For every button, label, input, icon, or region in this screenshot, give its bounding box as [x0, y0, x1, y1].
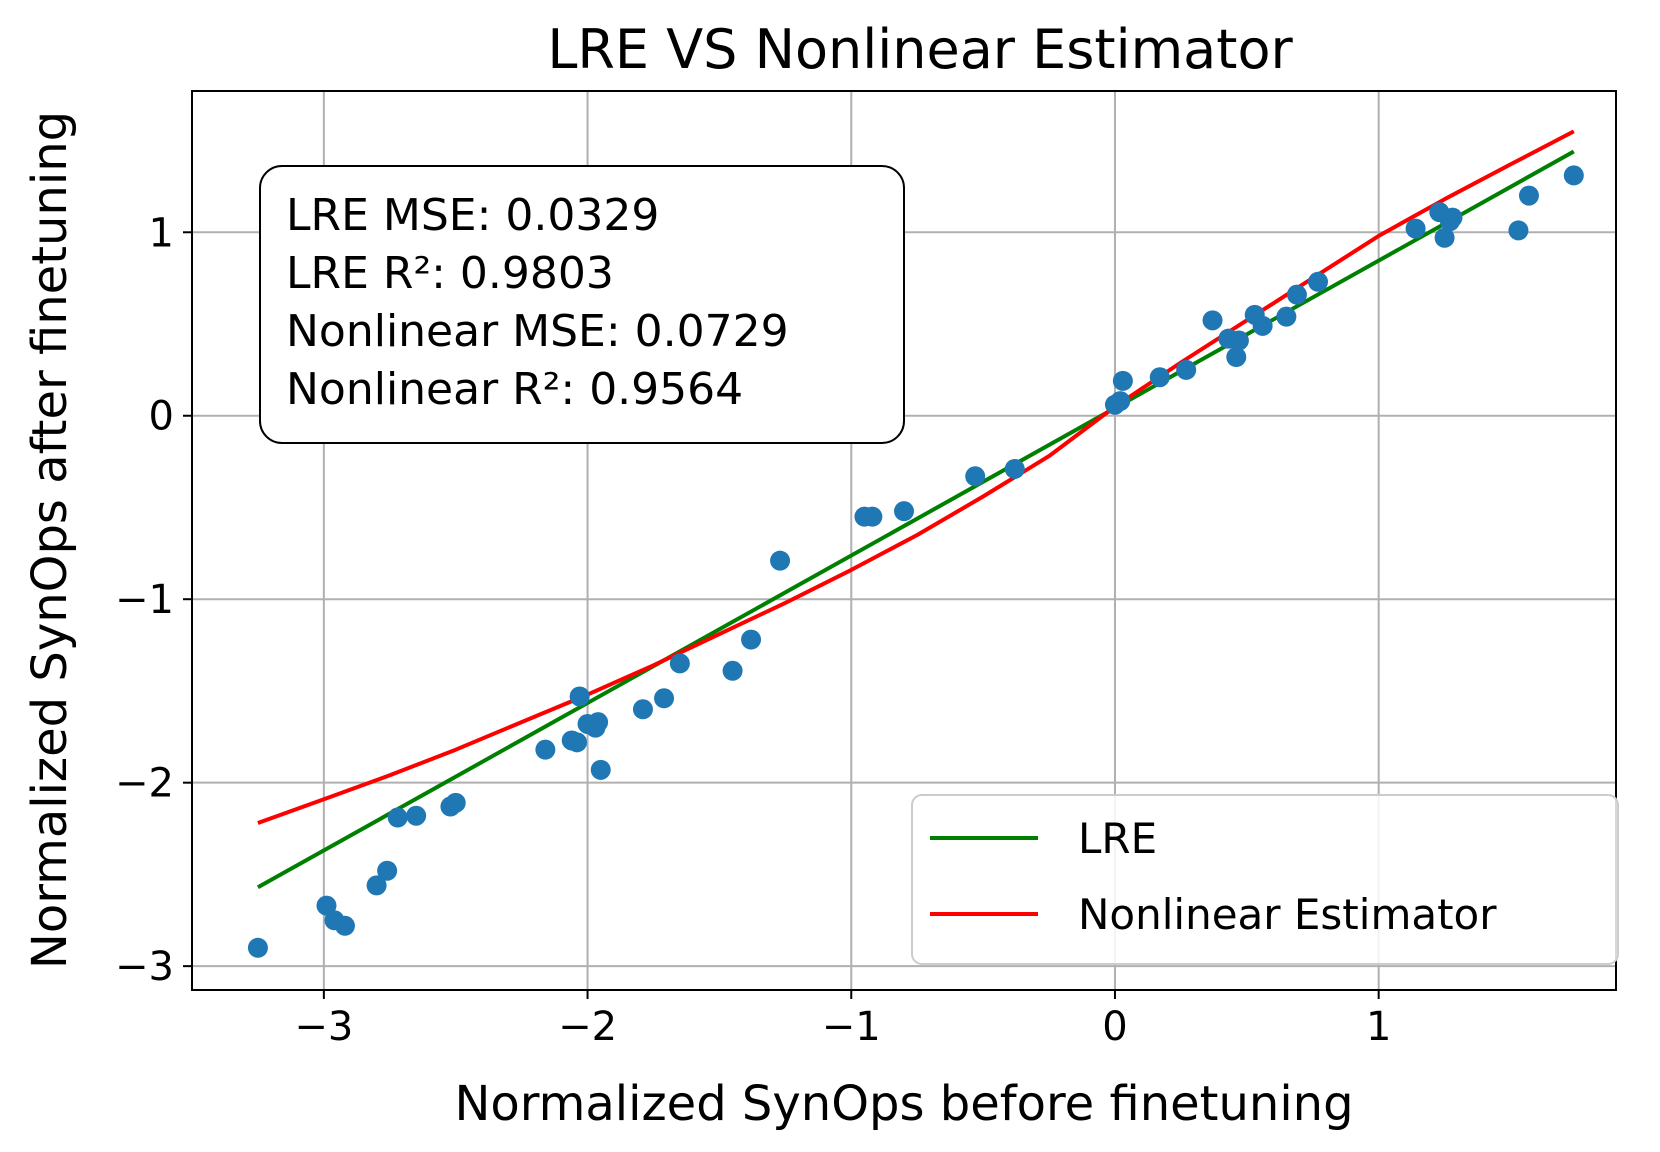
stats-box-frame	[259, 165, 905, 444]
scatter-point	[1434, 227, 1455, 248]
scatter-point	[1563, 165, 1584, 186]
scatter-point	[654, 688, 675, 709]
scatter-point	[1252, 315, 1273, 336]
scatter-point	[894, 501, 914, 522]
legend: LRE Nonlinear Estimator	[911, 794, 1619, 965]
scatter-point	[377, 860, 398, 881]
scatter-point	[406, 805, 427, 826]
scatter-point	[567, 732, 588, 753]
scatter-point	[247, 937, 268, 958]
x-tick-label: 1	[1366, 1004, 1391, 1050]
scatter-point	[535, 739, 556, 760]
scatter-point	[1228, 330, 1249, 351]
scatter-point	[770, 550, 791, 571]
scatter-point	[590, 759, 611, 780]
scatter-point	[632, 699, 653, 720]
series-line-lre	[256, 149, 1575, 890]
scatter-point	[1286, 284, 1307, 305]
scatter-point	[722, 660, 743, 681]
scatter-point	[1405, 218, 1426, 239]
y-tick-label: −1	[115, 577, 174, 623]
stats-nonlinear-mse: Nonlinear MSE: 0.0729	[286, 306, 789, 357]
scatter-point	[569, 686, 590, 707]
scatter-point	[862, 506, 883, 527]
x-tick-label: −1	[822, 1004, 881, 1050]
plot-frame	[191, 90, 1617, 991]
scatter-point	[1276, 306, 1297, 327]
y-tick-label: 1	[149, 210, 174, 256]
scatter-point	[1176, 359, 1197, 380]
series-lines	[256, 129, 1575, 890]
x-tick-label: −2	[558, 1004, 617, 1050]
scatter-point	[588, 712, 609, 733]
y-tick-label: −2	[115, 761, 174, 807]
y-tick-label: −3	[115, 944, 174, 990]
scatter-point	[965, 466, 986, 487]
scatter-point	[1308, 271, 1329, 292]
series-line-nonlinear-estimator	[257, 129, 1575, 825]
scatter-point	[1226, 347, 1247, 368]
y-tick-label: 0	[149, 394, 174, 440]
legend-label-nonlinear: Nonlinear Estimator	[1078, 890, 1497, 939]
scatter-point	[1112, 370, 1133, 391]
stats-nonlinear-r2: Nonlinear R²: 0.9564	[286, 364, 743, 415]
stats-lre-mse: LRE MSE: 0.0329	[286, 190, 659, 241]
scatter-point	[1518, 185, 1539, 206]
x-tick-label: −3	[294, 1004, 353, 1050]
scatter-points	[247, 165, 1584, 958]
x-tick-label: 0	[1102, 1004, 1127, 1050]
legend-frame	[911, 794, 1619, 965]
x-axis-label: Normalized SynOps before finetuning	[454, 1076, 1353, 1132]
scatter-point	[1202, 310, 1223, 331]
scatter-point	[316, 895, 337, 916]
legend-label-lre: LRE	[1078, 814, 1157, 863]
scatter-point	[387, 807, 408, 828]
scatter-point	[1149, 367, 1170, 388]
y-axis-label: Normalized SynOps after finetuning	[22, 111, 78, 969]
scatter-point	[1508, 220, 1529, 241]
scatter-point	[741, 629, 762, 650]
axis-ticks: −3 −2 −1 0 1 −3 −2 −1 0 1	[115, 210, 1391, 1050]
scatter-point	[1110, 391, 1131, 412]
scatter-point	[445, 792, 466, 813]
scatter-point	[1442, 207, 1463, 228]
stats-box: LRE MSE: 0.0329 LRE R²: 0.9803 Nonlinear…	[259, 165, 905, 444]
scatter-point	[1004, 458, 1025, 479]
scatter-point	[669, 653, 690, 674]
scatter-point	[366, 875, 387, 896]
scatter-point	[334, 915, 355, 936]
chart-title: LRE VS Nonlinear Estimator	[547, 18, 1293, 81]
stats-lre-r2: LRE R²: 0.9803	[286, 248, 614, 299]
